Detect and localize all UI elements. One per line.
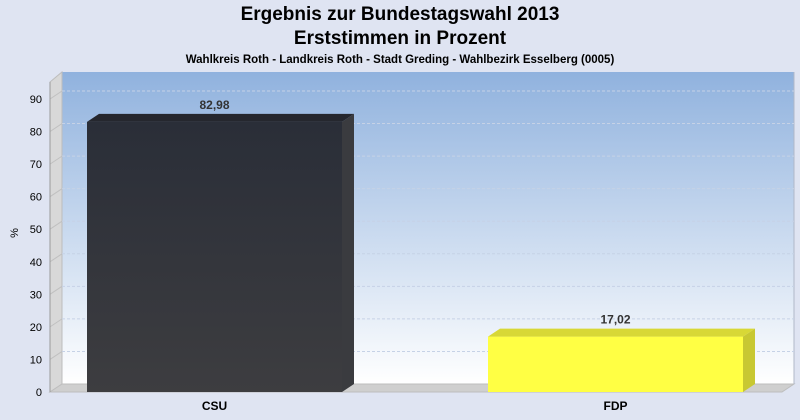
y-tick-label: 40 (30, 257, 42, 269)
y-tick-label: 10 (30, 354, 42, 366)
y-tick-label: 0 (36, 387, 42, 399)
gridline-side (49, 155, 63, 165)
y-tick-label: 90 (30, 94, 42, 106)
y-tick-label: 70 (30, 159, 42, 171)
chart-district-subtitle: Wahlkreis Roth - Landkreis Roth - Stadt … (185, 54, 615, 66)
bar-csu (87, 113, 354, 392)
y-tick-label: 20 (30, 322, 42, 334)
y-tick-label: 60 (30, 192, 42, 204)
chart-title: Ergebnis zur Bundestagswahl 2013 (240, 4, 560, 25)
x-tick-label-fdp: FDP (604, 399, 628, 413)
y-tick-label: 50 (30, 224, 42, 236)
bar-front (488, 336, 743, 392)
gridline-side (49, 351, 63, 360)
gridline-side (49, 253, 63, 263)
bar-side (342, 113, 354, 392)
gridline-side (49, 188, 63, 198)
y-axis-label: % (9, 228, 21, 238)
data-label-csu: 82,98 (199, 98, 229, 112)
gridline-side (49, 220, 63, 230)
y-tick-label: 80 (30, 127, 42, 139)
x-tick-label-csu: CSU (202, 399, 227, 413)
plot-left-wall (49, 70, 63, 393)
chart-subtitle: Erststimmen in Prozent (293, 28, 507, 49)
gridline-side (49, 90, 63, 100)
bar-front (87, 121, 342, 392)
bar-top (87, 113, 354, 122)
y-tick-label: 30 (30, 289, 42, 301)
gridline-side (49, 123, 63, 132)
bar-fdp (488, 328, 755, 392)
bar-side (743, 328, 755, 392)
gridline-side (49, 318, 63, 328)
gridline-side (49, 285, 63, 295)
data-label-fdp: 17,02 (600, 313, 630, 327)
bar-top (488, 328, 755, 337)
